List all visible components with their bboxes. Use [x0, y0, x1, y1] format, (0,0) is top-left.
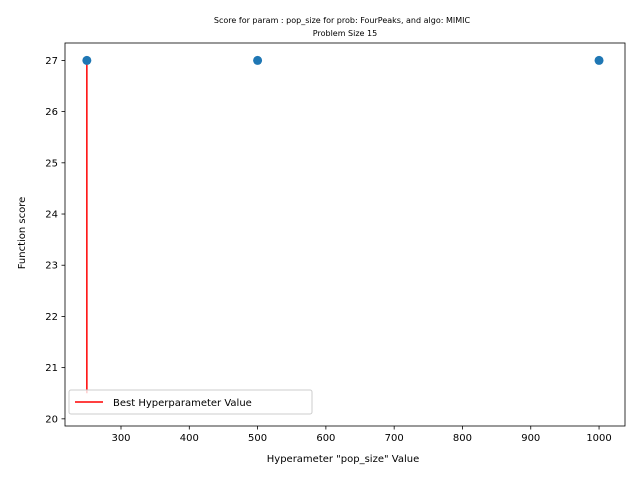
x-tick-label: 800 — [453, 433, 472, 444]
chart-subtitle: Problem Size 15 — [313, 29, 377, 38]
legend-box — [68, 389, 313, 415]
y-axis: 20 21 22 23 24 25 26 27 — [45, 56, 65, 425]
y-tick-label: 25 — [45, 158, 58, 169]
legend-label-best-line: Best Hyperparameter Value — [113, 398, 252, 409]
x-tick-label: 400 — [180, 433, 199, 444]
data-point — [253, 55, 263, 65]
x-axis: 300 400 500 600 700 800 900 1000 — [111, 426, 612, 444]
y-axis-label: Function score — [17, 197, 28, 270]
plot-frame — [64, 42, 626, 427]
legend: Best Hyperparameter Value — [68, 389, 313, 415]
y-tick-label: 23 — [45, 261, 58, 272]
data-point — [594, 55, 604, 65]
y-tick-label: 22 — [45, 312, 58, 323]
x-tick-label: 300 — [111, 433, 130, 444]
y-tick-label: 26 — [45, 107, 58, 118]
x-tick-label: 600 — [316, 433, 335, 444]
y-tick-label: 21 — [45, 363, 58, 374]
x-tick-label: 1000 — [586, 433, 611, 444]
data-point — [82, 55, 92, 65]
x-tick-label: 700 — [385, 433, 404, 444]
chart-title: Score for param : pop_size for prob: Fou… — [214, 16, 471, 25]
x-tick-label: 500 — [248, 433, 267, 444]
x-axis-label: Hyperameter "pop_size" Value — [267, 454, 419, 465]
y-tick-label: 24 — [45, 210, 58, 221]
x-tick-label: 900 — [521, 433, 540, 444]
plot-area — [64, 42, 626, 427]
y-tick-label: 20 — [45, 414, 58, 425]
y-tick-label: 27 — [45, 56, 58, 67]
points-layer — [82, 55, 604, 65]
